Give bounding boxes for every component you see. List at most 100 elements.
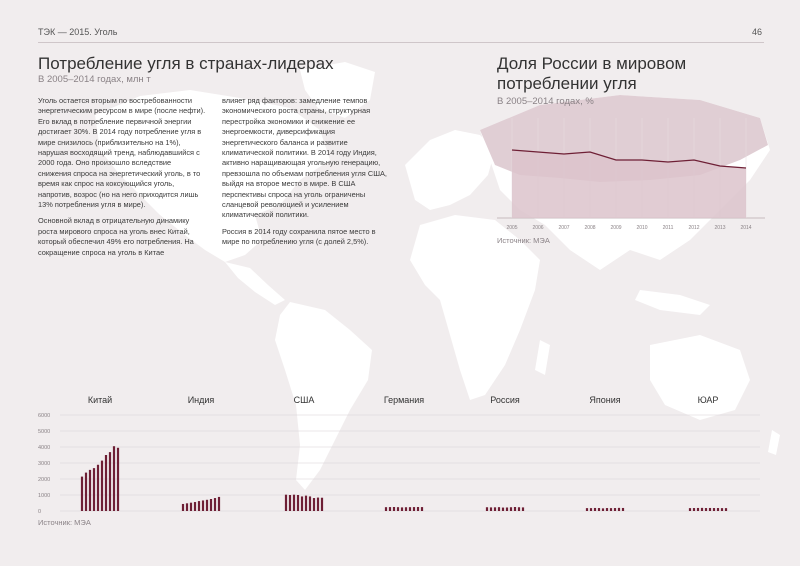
- bar: [108, 452, 112, 511]
- bar: [112, 446, 116, 511]
- y-tick-label: 0: [38, 509, 41, 515]
- bar: [181, 503, 185, 511]
- x-tick-label: 2005: [506, 225, 517, 231]
- bar: [284, 494, 288, 511]
- x-tick-label: 2014: [740, 225, 751, 231]
- country-label: Россия: [490, 395, 520, 405]
- bar: [404, 507, 408, 511]
- bar: [720, 508, 724, 511]
- bar: [712, 508, 716, 511]
- text-column-2: влияет ряд факторов: замедление темпов э…: [222, 96, 390, 254]
- bar: [197, 501, 201, 511]
- bar: [621, 507, 625, 511]
- bar: [205, 499, 209, 511]
- paragraph: влияет ряд факторов: замедление темпов э…: [222, 96, 387, 220]
- bar: [708, 507, 712, 511]
- bar: [396, 507, 400, 511]
- bar: [193, 502, 197, 511]
- bar: [388, 507, 392, 511]
- bar: [416, 507, 420, 511]
- bar: [308, 496, 312, 511]
- bar: [185, 503, 189, 511]
- bar: [304, 495, 308, 511]
- x-tick-label: 2013: [714, 225, 725, 231]
- bar: [80, 476, 84, 511]
- right-chart-title-line-2: потреблении угля: [497, 74, 637, 93]
- bar: [700, 507, 704, 511]
- bar: [412, 507, 416, 511]
- bar: [201, 500, 205, 511]
- bar: [100, 460, 104, 511]
- bar: [517, 507, 521, 511]
- bar: [96, 464, 100, 511]
- paragraph: Уголь остается вторым по востребованност…: [38, 96, 206, 210]
- country-label: Индия: [188, 395, 215, 405]
- header-section-title: ТЭК — 2015. Уголь: [38, 27, 118, 37]
- x-tick-label: 2008: [584, 225, 595, 231]
- bar: [420, 507, 424, 511]
- bar: [84, 472, 88, 511]
- bar: [505, 507, 509, 511]
- y-tick-label: 1000: [38, 493, 50, 499]
- y-tick-label: 6000: [38, 413, 50, 419]
- bar: [408, 507, 412, 511]
- bar: [316, 497, 320, 511]
- x-tick-label: 2010: [636, 225, 647, 231]
- bar: [521, 507, 525, 511]
- bar: [104, 455, 108, 511]
- bar: [296, 495, 300, 511]
- header-divider: [38, 42, 764, 43]
- bar: [601, 508, 605, 511]
- bar: [209, 499, 213, 511]
- bar: [597, 508, 601, 511]
- header-page-number: 46: [752, 27, 763, 37]
- paragraph: Россия в 2014 году сохранила пятое место…: [222, 226, 376, 247]
- bar: [509, 507, 513, 511]
- bar: [384, 507, 388, 511]
- bar: [501, 507, 505, 511]
- country-label: Япония: [589, 395, 620, 405]
- y-tick-label: 3000: [38, 461, 50, 467]
- left-chart-title: Потребление угля в странах-лидерах: [38, 54, 334, 73]
- text-column-1: Уголь остается вторым по востребованност…: [38, 96, 206, 264]
- right-chart-source: Источник: МЭА: [497, 236, 550, 245]
- bar: [585, 508, 589, 511]
- bar: [497, 507, 501, 511]
- x-tick-label: 2011: [663, 225, 674, 231]
- country-label: Китай: [88, 395, 112, 405]
- bar: [609, 508, 613, 511]
- right-chart-subtitle: В 2005–2014 годах, %: [497, 96, 594, 107]
- bar: [617, 507, 621, 511]
- bar: [288, 495, 292, 511]
- left-chart-subtitle: В 2005–2014 годах, млн т: [38, 74, 151, 85]
- bar: [88, 469, 92, 511]
- bar: [613, 508, 617, 511]
- bar: [589, 508, 593, 511]
- bar: [704, 508, 708, 511]
- bottom-chart-source: Источник: МЭА: [38, 518, 91, 527]
- area-fill: [512, 150, 746, 218]
- bar: [400, 507, 404, 511]
- bar: [320, 497, 324, 511]
- country-label: Германия: [384, 395, 424, 405]
- paragraph: Основной вклад в отрицательную динамику …: [38, 216, 194, 257]
- bar: [593, 507, 597, 511]
- bar: [513, 507, 517, 511]
- bar: [696, 507, 700, 511]
- y-tick-label: 2000: [38, 477, 50, 483]
- country-label: ЮАР: [698, 395, 719, 405]
- bar: [189, 502, 193, 511]
- x-tick-label: 2009: [610, 225, 621, 231]
- country-label: США: [294, 395, 315, 405]
- bar: [485, 507, 489, 511]
- bar: [493, 507, 497, 511]
- bar: [213, 498, 217, 511]
- bar: [688, 508, 692, 511]
- bar: [716, 508, 720, 511]
- x-tick-label: 2006: [532, 225, 543, 231]
- bar: [116, 447, 120, 511]
- y-tick-label: 4000: [38, 445, 50, 451]
